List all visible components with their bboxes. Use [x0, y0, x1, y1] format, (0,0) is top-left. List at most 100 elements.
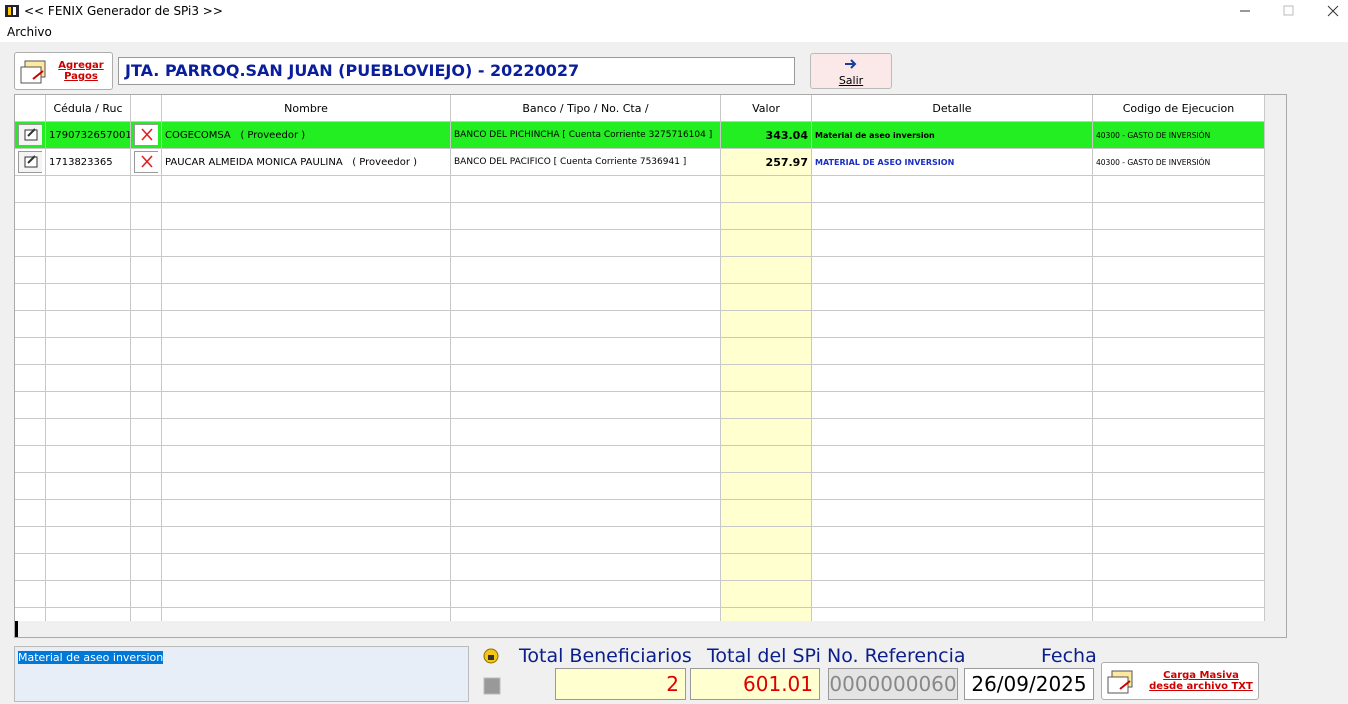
empty-cell: [451, 527, 721, 554]
empty-cell: [162, 581, 451, 608]
empty-cell: [162, 500, 451, 527]
delete-button[interactable]: [131, 149, 162, 176]
empty-cell: [131, 527, 162, 554]
delete-icon: [134, 124, 158, 146]
table-cell: BANCO DEL PICHINCHA [ Cuenta Corriente 3…: [451, 122, 721, 149]
table-cell: 40300 - GASTO DE INVERSIÓN: [1093, 149, 1265, 176]
empty-cell: [1093, 392, 1265, 419]
empty-cell: [46, 311, 131, 338]
empty-cell: [721, 203, 812, 230]
column-header: Nombre: [162, 95, 451, 122]
empty-cell: [721, 500, 812, 527]
empty-cell: [15, 284, 46, 311]
empty-cell: [812, 365, 1093, 392]
column-header: Detalle: [812, 95, 1093, 122]
empty-cell: [46, 554, 131, 581]
empty-cell: [15, 500, 46, 527]
empty-cell: [451, 311, 721, 338]
horizontal-scrollbar[interactable]: [15, 621, 1270, 637]
empty-cell: [15, 581, 46, 608]
edit-button[interactable]: [15, 122, 46, 149]
empty-cell: [451, 230, 721, 257]
empty-cell: [1093, 284, 1265, 311]
edit-button[interactable]: [15, 149, 46, 176]
detail-box: Material de aseo inversion: [14, 646, 469, 702]
empty-cell: [15, 392, 46, 419]
empty-cell: [1093, 176, 1265, 203]
empty-cell: [46, 230, 131, 257]
empty-cell: [162, 365, 451, 392]
empty-cell: [721, 284, 812, 311]
empty-cell: [131, 419, 162, 446]
delete-icon: [134, 151, 158, 173]
bulk-load-button[interactable]: Carga Masiva desde archivo TXT: [1101, 662, 1259, 700]
status-icons: [483, 648, 501, 695]
empty-cell: [162, 230, 451, 257]
empty-cell: [162, 527, 451, 554]
empty-cell: [812, 581, 1093, 608]
empty-cell: [451, 176, 721, 203]
button-label: Pagos: [64, 71, 98, 82]
empty-cell: [812, 473, 1093, 500]
icon: [1107, 670, 1133, 694]
empty-cell: [451, 419, 721, 446]
empty-cell: [131, 365, 162, 392]
icon: [845, 59, 857, 69]
empty-cell: [721, 473, 812, 500]
date-field[interactable]: 26/09/2025: [964, 668, 1094, 700]
empty-cell: [162, 419, 451, 446]
empty-cell: [162, 392, 451, 419]
empty-cell: [721, 338, 812, 365]
empty-cell: [812, 203, 1093, 230]
icon: [20, 60, 46, 84]
empty-cell: [812, 554, 1093, 581]
table-cell: 1790732657001: [46, 122, 131, 149]
delete-button[interactable]: [131, 122, 162, 149]
empty-cell: [162, 203, 451, 230]
empty-cell: [162, 257, 451, 284]
empty-cell: [812, 392, 1093, 419]
detail-text: Material de aseo inversion: [18, 651, 164, 664]
column-header: Codigo de Ejecucion: [1093, 95, 1265, 122]
window-title: << FENIX Generador de SPi3 >>: [24, 4, 223, 18]
empty-cell: [46, 338, 131, 365]
empty-cell: [15, 446, 46, 473]
column-header: [131, 95, 162, 122]
table-cell: 1713823365: [46, 149, 131, 176]
add-payments-button[interactable]: Agregar Pagos: [14, 52, 113, 90]
empty-cell: [15, 176, 46, 203]
empty-cell: [1093, 257, 1265, 284]
empty-cell: [15, 230, 46, 257]
label: Fecha: [1041, 645, 1097, 667]
edit-icon: [18, 124, 42, 146]
empty-cell: [162, 311, 451, 338]
empty-cell: [46, 176, 131, 203]
empty-cell: [812, 284, 1093, 311]
window-controls[interactable]: [1228, 0, 1348, 22]
empty-cell: [131, 284, 162, 311]
empty-cell: [46, 419, 131, 446]
button-label: Carga Masiva desde archivo TXT: [1149, 670, 1253, 692]
empty-cell: [15, 365, 46, 392]
table-cell: PAUCAR ALMEIDA MONICA PAULINA ( Proveedo…: [162, 149, 451, 176]
empty-cell: [46, 581, 131, 608]
empty-cell: [131, 203, 162, 230]
empty-cell: [162, 176, 451, 203]
empty-cell: [131, 446, 162, 473]
empty-cell: [721, 527, 812, 554]
empty-cell: [451, 257, 721, 284]
label: Total del SPi: [707, 645, 821, 667]
empty-cell: [1093, 419, 1265, 446]
empty-cell: [46, 500, 131, 527]
empty-cell: [721, 446, 812, 473]
empty-cell: [812, 311, 1093, 338]
empty-cell: [131, 581, 162, 608]
empty-cell: [15, 527, 46, 554]
empty-cell: [131, 392, 162, 419]
menu-item[interactable]: Archivo: [7, 25, 52, 39]
exit-button[interactable]: Salir: [810, 53, 892, 89]
empty-cell: [721, 176, 812, 203]
empty-cell: [46, 257, 131, 284]
table-cell: COGECOMSA ( Proveedor ): [162, 122, 451, 149]
